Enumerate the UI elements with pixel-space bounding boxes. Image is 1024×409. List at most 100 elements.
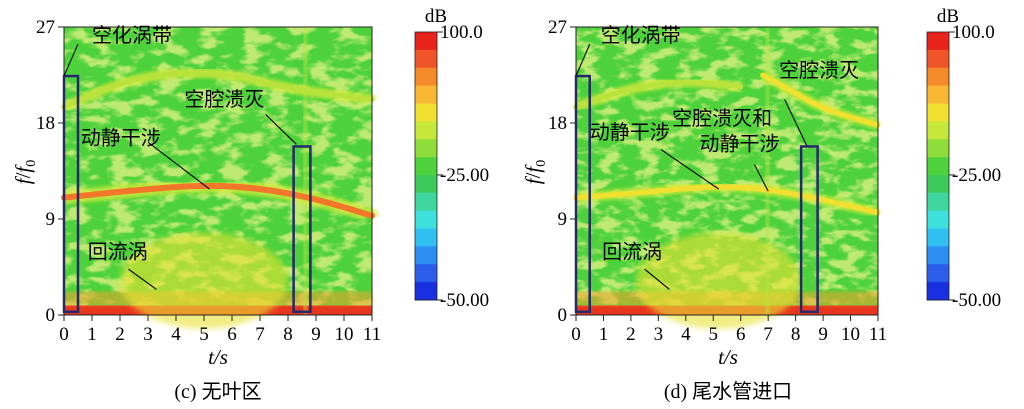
x-tick-label: 2 xyxy=(626,324,636,345)
colorbar-swatch xyxy=(927,103,949,122)
band-yellow xyxy=(760,72,881,128)
region-boxes xyxy=(574,74,819,314)
x-tick-label: 4 xyxy=(681,324,691,345)
colorbar-swatch xyxy=(415,246,437,265)
colorbar-swatch xyxy=(927,49,949,69)
y-label-f0: f xyxy=(521,164,545,173)
x-tick-label: 1 xyxy=(87,324,97,345)
colorbar-tick-label: -25.00 xyxy=(440,165,489,186)
colorbar-swatch xyxy=(927,121,949,140)
y-axis-label: f/f0 xyxy=(521,160,549,185)
leader-line xyxy=(784,99,808,146)
annotation-hui: 回流涡 xyxy=(602,239,662,263)
colorbar-unit: dB xyxy=(937,6,959,27)
y-axis: 0 9 18 27 xyxy=(36,17,64,326)
caption: (c) 无叶区 xyxy=(174,380,261,403)
leader-line xyxy=(147,141,210,190)
y-tick-label: 27 xyxy=(548,17,567,38)
highlight-box xyxy=(62,74,80,314)
y-tick-label: 18 xyxy=(548,113,567,134)
annotation-beng: 空腔溃灭 xyxy=(779,58,859,82)
colorbar-unit: dB xyxy=(425,6,447,27)
colorbar-swatch xyxy=(415,157,437,176)
colorbar-swatch xyxy=(927,264,949,283)
colorbar-swatch xyxy=(927,192,949,212)
x-tick-label: 11 xyxy=(869,324,887,345)
x-axis-label: t/s xyxy=(208,345,228,369)
heatmap-area xyxy=(573,27,881,329)
colorbar-swatch xyxy=(415,282,437,301)
colorbar-frame xyxy=(926,31,950,301)
colorbar-swatch xyxy=(415,49,437,69)
y-label-subscript: 0 xyxy=(534,160,549,167)
x-tick-label: 3 xyxy=(654,324,664,345)
y-tick-label: 0 xyxy=(46,305,56,326)
leader-line xyxy=(128,268,157,290)
x-axis-label: t/s xyxy=(718,345,738,369)
y-label-subscript: 0 xyxy=(24,160,39,167)
colorbar-swatch xyxy=(927,174,949,194)
leader-lines xyxy=(575,43,808,290)
colorbar-swatch xyxy=(927,139,949,158)
recirculation-region xyxy=(120,232,288,329)
highlight-box xyxy=(574,74,591,314)
data-bands xyxy=(61,67,375,223)
colorbar-tick-label: -50.00 xyxy=(952,290,1001,311)
annotation-kong: 空化涡带 xyxy=(92,23,172,47)
y-tick-label: 9 xyxy=(558,209,568,230)
y-tick-label: 0 xyxy=(558,305,568,326)
y-tick-label: 27 xyxy=(36,17,55,38)
colorbar-swatch xyxy=(415,174,437,194)
x-tick-label: 10 xyxy=(841,324,860,345)
leader-lines xyxy=(63,43,297,290)
colorbar-swatch xyxy=(927,85,949,104)
colorbar-swatch xyxy=(927,67,949,87)
caption: (d) 尾水管进口 xyxy=(664,380,792,403)
colorbar-tick-label: -25.00 xyxy=(952,165,1001,186)
x-tick-label: 8 xyxy=(791,324,801,345)
y-label-slash: / xyxy=(11,172,35,178)
y-tick-label: 9 xyxy=(46,209,56,230)
y-label-f: f xyxy=(11,175,35,184)
y-label-f0: f xyxy=(11,164,35,173)
annotation-hui: 回流涡 xyxy=(88,239,148,263)
highlight-box xyxy=(292,145,312,314)
x-tick-label: 6 xyxy=(736,324,746,345)
leader-line xyxy=(644,268,670,290)
y-axis: 0 9 18 27 xyxy=(548,17,576,326)
x-tick-label: 7 xyxy=(255,324,265,345)
y-label-f: f xyxy=(521,175,545,184)
x-tick-label: 11 xyxy=(363,324,381,345)
y-tick-label: 18 xyxy=(36,113,55,134)
x-tick-label: 0 xyxy=(571,324,581,345)
colorbar-swatch xyxy=(927,228,949,247)
region-boxes xyxy=(62,74,312,314)
x-tick-label: 5 xyxy=(199,324,209,345)
annotation-dong: 动静干涉 xyxy=(81,125,161,149)
colorbar-swatch xyxy=(927,246,949,265)
highlight-box xyxy=(799,145,819,314)
x-tick-label: 8 xyxy=(283,324,293,345)
annotation-beng: 空腔溃灭 xyxy=(184,87,264,111)
colorbar-swatch xyxy=(415,32,437,51)
recirculation-region xyxy=(636,232,802,329)
heatmap-features xyxy=(576,27,878,329)
vertical-stripe xyxy=(303,27,308,315)
x-axis: 0 1 2 3 4 5 6 7 8 9 10 11 xyxy=(571,315,887,345)
colorbar-swatch xyxy=(927,157,949,176)
band-yellow-green xyxy=(61,70,375,110)
colorbar-swatch xyxy=(415,139,437,158)
heatmap-area xyxy=(61,27,375,329)
annotation-hebing1: 空腔溃灭和 xyxy=(672,106,772,130)
colorbar-swatch xyxy=(927,32,949,51)
leader-line xyxy=(575,43,591,77)
colorbar-swatch xyxy=(415,264,437,283)
band-yellow xyxy=(573,184,881,216)
x-tick-label: 9 xyxy=(818,324,828,345)
colorbar-swatch xyxy=(415,192,437,212)
